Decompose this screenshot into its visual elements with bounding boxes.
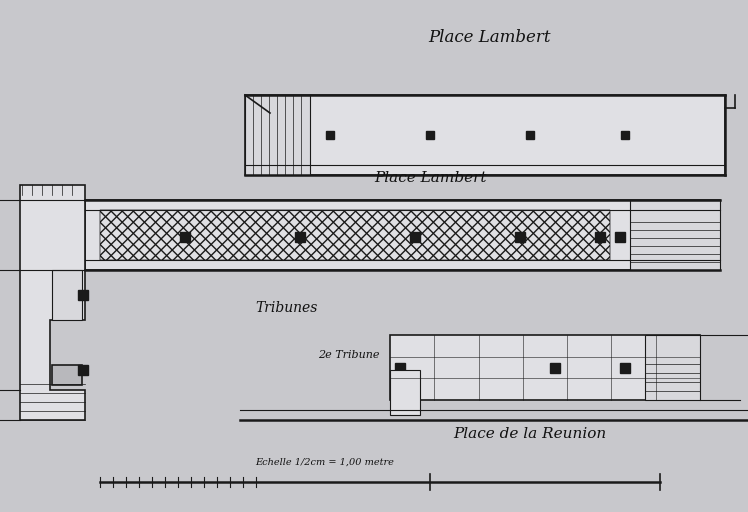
Text: Place Lambert: Place Lambert [374,171,486,185]
Polygon shape [20,185,85,420]
Bar [52,365,82,385]
Polygon shape [245,95,725,175]
Bar [620,362,630,373]
Bar [426,131,434,139]
Bar [550,362,560,373]
Bar [645,335,700,400]
Bar [78,290,88,300]
Bar [526,131,534,139]
Bar [52,270,82,320]
Text: Place de la Reunion: Place de la Reunion [453,427,607,441]
Text: Echelle 1/2cm = 1,00 metre: Echelle 1/2cm = 1,00 metre [255,458,394,467]
Bar [100,210,610,260]
Bar [390,335,700,400]
Bar [621,131,629,139]
Bar [410,232,420,242]
Polygon shape [245,95,310,175]
Bar [390,370,420,415]
Bar [180,232,190,242]
Bar [395,362,405,373]
Bar [295,232,305,242]
Bar [100,210,610,260]
Bar [78,365,88,375]
Bar [595,232,605,242]
Text: Tribunes: Tribunes [255,301,317,315]
Bar [515,232,525,242]
Bar [326,131,334,139]
Bar [630,200,720,270]
Bar [615,232,625,242]
Text: 2e Tribune: 2e Tribune [318,350,379,360]
Text: Place Lambert: Place Lambert [429,29,551,46]
Polygon shape [85,200,720,270]
